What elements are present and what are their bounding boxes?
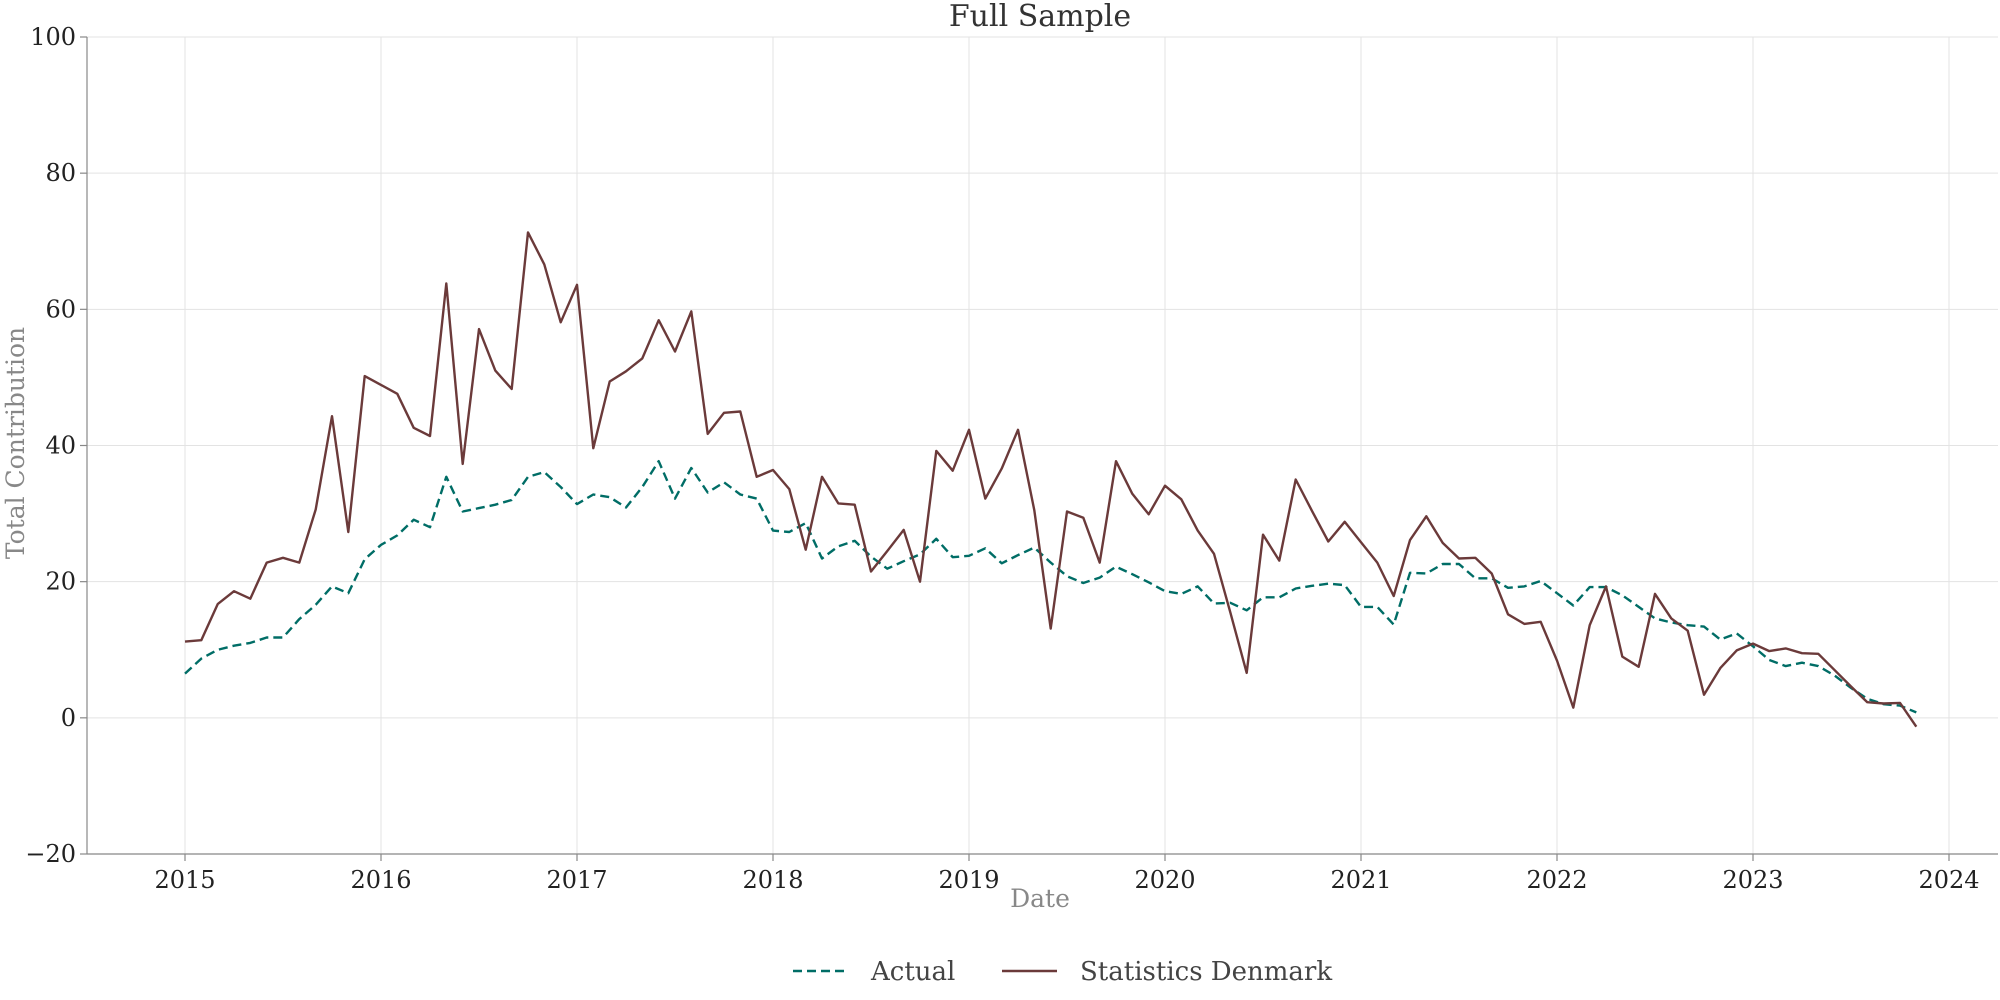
y-tick-label: 0: [61, 704, 76, 732]
y-tick-label: 80: [45, 159, 76, 187]
y-tick-label: 100: [30, 23, 76, 51]
legend: Actual Statistics Denmark: [793, 957, 1332, 987]
x-tick-label: 2016: [350, 866, 411, 894]
x-tick-label: 2022: [1526, 866, 1587, 894]
y-axis-label: Total Contribution: [1, 327, 30, 559]
x-tick-label: 2019: [938, 866, 999, 894]
legend-label-statistics-denmark: Statistics Denmark: [1080, 957, 1332, 987]
y-tick-label: −20: [25, 840, 76, 868]
x-tick-label: 2015: [154, 866, 215, 894]
x-tick-label: 2017: [546, 866, 607, 894]
x-tick-label: 2018: [742, 866, 803, 894]
series-line-actual: [184, 460, 1917, 714]
x-tick-label: 2021: [1330, 866, 1391, 894]
y-tick-label: 60: [45, 295, 76, 323]
y-tick-label: 20: [45, 568, 76, 596]
x-tick-label: 2020: [1134, 866, 1195, 894]
series-line-statistics-denmark: [184, 231, 1918, 728]
chart-title: Full Sample: [949, 0, 1131, 34]
y-tick-label: 40: [45, 432, 76, 460]
series-lines: [184, 231, 1918, 728]
x-axis-label: Date: [1010, 884, 1070, 913]
axes: −20 0 20 40 60 80 100 2015 2016 2017 2018 2019 2020 2…: [25, 23, 1998, 894]
x-tick-label: 2023: [1722, 866, 1783, 894]
legend-label-actual: Actual: [870, 957, 955, 987]
grid-lines: [87, 36, 1998, 855]
x-tick-label: 2024: [1918, 866, 1979, 894]
